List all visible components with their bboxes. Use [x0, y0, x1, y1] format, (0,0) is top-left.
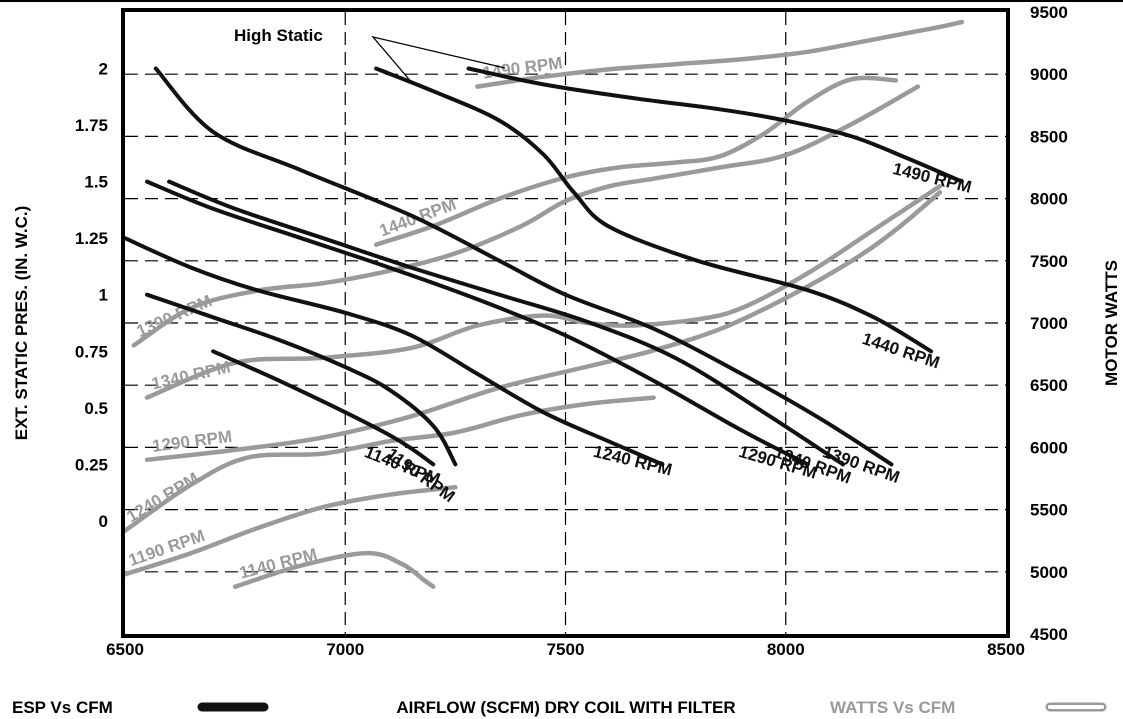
- y-left-tick-0.5: 0.5: [84, 399, 108, 418]
- plot-frame: [121, 8, 1010, 638]
- y-right-tick-8500: 8500: [1030, 127, 1068, 146]
- esp-line-1240-rpm: [123, 236, 665, 467]
- y-right-axis-title: MOTOR WATTS: [1102, 260, 1121, 386]
- y-right-tick-4500: 4500: [1030, 625, 1068, 644]
- x-tick-7500: 7500: [547, 640, 585, 659]
- x-tick-8500: 8500: [987, 640, 1025, 659]
- watts-label-1240-rpm: 1240 RPM: [123, 469, 202, 526]
- legend-esp-label: ESP Vs CFM: [12, 698, 113, 717]
- y-right-tick-7500: 7500: [1030, 252, 1068, 271]
- y-left-tick-0: 0: [99, 512, 108, 531]
- x-axis-title: AIRFLOW (SCFM) DRY COIL WITH FILTER: [396, 698, 735, 717]
- esp-line-1340-rpm: [167, 179, 845, 467]
- watts-label-1340-rpm: 1340 RPM: [150, 357, 233, 393]
- x-tick-6500: 6500: [106, 640, 144, 659]
- watts-line-1440-rpm: [373, 75, 899, 247]
- esp-line-1140-rpm: [211, 349, 436, 467]
- high-static-pointer: [371, 35, 506, 85]
- esp-line-1440-rpm: [374, 66, 934, 354]
- high-static-annotation: High Static: [234, 26, 323, 45]
- y-left-tick-1.25: 1.25: [75, 229, 108, 248]
- y-left-tick-1.5: 1.5: [84, 173, 108, 192]
- y-right-tick-9000: 9000: [1030, 65, 1068, 84]
- y-right-tick-9500: 9500: [1030, 3, 1068, 22]
- y-left-axis-title: EXT. STATIC PRES. (IN. W.C.): [12, 206, 31, 441]
- legend-watts-label: WATTS Vs CFM: [830, 698, 955, 717]
- watts-line-1290-rpm: [144, 190, 943, 463]
- y-left-tick-1: 1: [99, 286, 108, 305]
- watts-line-1140-rpm: [232, 550, 436, 589]
- esp-line-1190-rpm: [145, 292, 458, 467]
- y-right-tick-8000: 8000: [1030, 190, 1068, 209]
- esp-line-1390-rpm: [153, 66, 894, 467]
- watts-label-1390-rpm: 1390 RPM: [134, 291, 215, 341]
- y-left-tick-0.75: 0.75: [75, 342, 108, 361]
- y-right-tick-6000: 6000: [1030, 438, 1068, 457]
- esp-line-1490-rpm: [466, 66, 964, 184]
- y-left-tick-1.75: 1.75: [75, 116, 108, 135]
- y-left-tick-labels: 2 1.75 1.5 1.25 1 0.75 0.5 0.25 0: [75, 60, 108, 531]
- grid: [125, 12, 1006, 634]
- x-tick-labels: 6500 7000 7500 8000 8500: [106, 640, 1025, 659]
- watts-line-1240-rpm: [122, 395, 656, 533]
- watts-line-1490-rpm: [475, 19, 965, 89]
- y-right-tick-5500: 5500: [1030, 501, 1068, 520]
- y-left-tick-0.25: 0.25: [75, 455, 108, 474]
- esp-line-1290-rpm: [145, 179, 810, 467]
- esp-label-1440-rpm: 1440 RPM: [860, 329, 942, 372]
- watts-line-1190-rpm: [122, 484, 458, 577]
- y-right-tick-labels: 9500 9000 8500 8000 7500 7000 6500 6000 5500 5000…: [1030, 3, 1068, 644]
- watts-line-1340-rpm: [144, 183, 943, 400]
- y-right-tick-5000: 5000: [1030, 563, 1068, 582]
- y-right-tick-6500: 6500: [1030, 376, 1068, 395]
- x-tick-7000: 7000: [326, 640, 364, 659]
- watts-label-1140-rpm: 1140 RPM: [237, 545, 319, 583]
- y-right-tick-7000: 7000: [1030, 314, 1068, 333]
- x-tick-8000: 8000: [767, 640, 805, 659]
- y-left-tick-2: 2: [99, 60, 108, 79]
